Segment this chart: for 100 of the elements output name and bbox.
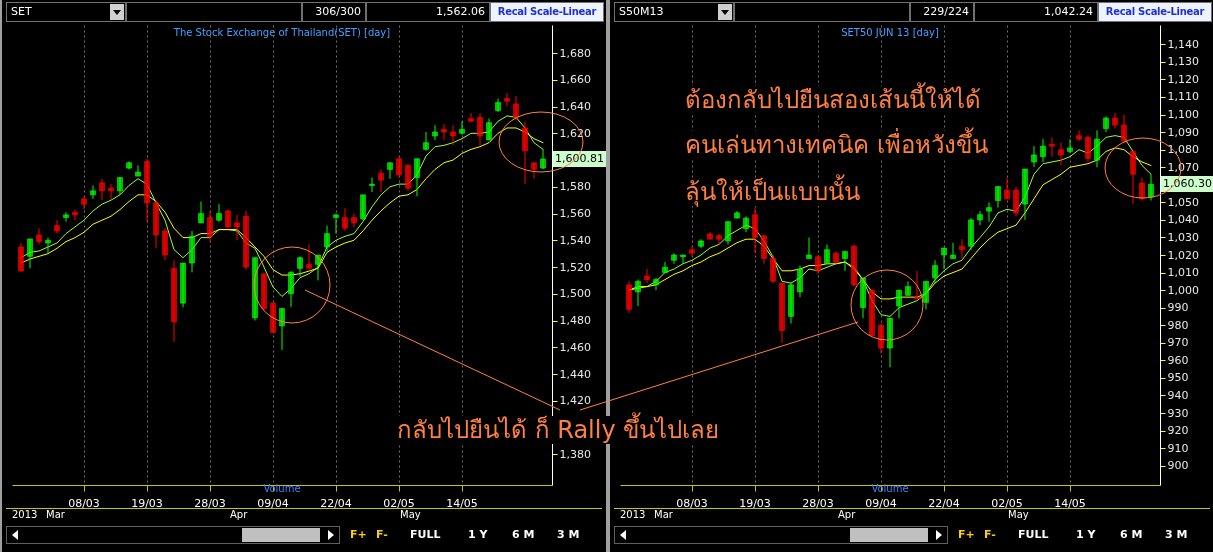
candlestick: [689, 245, 695, 258]
candlestick: [414, 158, 420, 197]
candlestick: [662, 261, 668, 274]
candlestick: [441, 123, 447, 141]
x-tick-label: 22/04: [320, 496, 352, 510]
y-tick-label: 1,010: [1167, 266, 1199, 280]
candlestick: [1049, 136, 1055, 158]
text: 6 M: [1120, 527, 1143, 543]
y-tick-label: 1,090: [1167, 125, 1199, 139]
candlestick: [513, 95, 519, 121]
candlestick: [198, 201, 204, 224]
text: 1,600.81: [553, 150, 606, 167]
y-tick-label: 1,110: [1167, 90, 1199, 104]
candlestick: [459, 120, 465, 136]
text: 1 Y: [1076, 527, 1096, 543]
candlestick: [1004, 177, 1010, 200]
y-tick-label: 1,540: [559, 233, 591, 247]
candlestick: [387, 162, 393, 180]
candlestick: [896, 289, 902, 319]
candlestick: [986, 201, 992, 223]
candlestick: [27, 238, 33, 269]
y-tick-label: 1,500: [559, 287, 591, 301]
candlestick: [725, 221, 731, 245]
text: 6 M: [512, 527, 535, 543]
candlestick: [959, 238, 965, 260]
candlestick: [90, 184, 96, 200]
candlestick: [468, 112, 474, 122]
candlestick: [923, 280, 929, 310]
candlestick: [54, 219, 60, 235]
text: F+: [958, 527, 975, 543]
candlestick: [1031, 145, 1037, 168]
candlestick: [1067, 138, 1073, 154]
text: 1,060.30: [1161, 176, 1213, 193]
candlestick: [815, 254, 821, 275]
y-tick-label: 1,380: [559, 447, 591, 461]
y-tick-label: 940: [1167, 388, 1189, 402]
x-tick-label: 02/05: [383, 496, 415, 510]
x-tick-label: 19/03: [131, 496, 163, 510]
candlestick: [36, 227, 42, 245]
candlestick: [1040, 138, 1046, 163]
text: 1,042.24: [974, 2, 1098, 22]
text: 1,562.06: [366, 2, 490, 22]
x-tick-label: 14/05: [1054, 496, 1086, 510]
x-tick-label: 09/04: [865, 496, 897, 510]
y-tick-label: 1,120: [1167, 72, 1199, 86]
text: SET: [6, 2, 126, 22]
y-tick-label: 1,030: [1167, 230, 1199, 244]
candlestick: [378, 168, 384, 193]
candlestick: [995, 186, 1001, 209]
candlestick: [653, 277, 659, 291]
candlestick: [63, 211, 69, 223]
candlestick: [1121, 114, 1127, 144]
text: F-: [376, 527, 388, 543]
candlestick: [351, 213, 357, 228]
candlestick: [1139, 177, 1145, 202]
candlestick: [108, 183, 114, 200]
x-tick-label: 09/04: [257, 496, 289, 510]
y-tick-label: 950: [1167, 371, 1189, 385]
candlestick: [1013, 186, 1019, 217]
candlestick: [486, 118, 492, 141]
candlestick: [531, 162, 537, 180]
y-tick-label: 1,000: [1167, 283, 1199, 297]
candlestick: [342, 207, 348, 232]
candlestick: [396, 156, 402, 178]
y-tick-label: 1,660: [559, 73, 591, 87]
text: Apr: [838, 509, 856, 520]
y-tick-label: 1,130: [1167, 55, 1199, 69]
candlestick: [878, 322, 884, 354]
y-tick-label: 900: [1167, 459, 1189, 473]
x-tick-label: 28/03: [194, 496, 226, 510]
text: 306/300: [302, 2, 366, 22]
candlestick: [324, 225, 330, 252]
candlestick: [72, 209, 78, 221]
y-tick-label: 1,640: [559, 100, 591, 114]
candlestick: [950, 242, 956, 260]
candlestick: [99, 178, 105, 201]
y-tick-label: 1,680: [559, 46, 591, 60]
candlestick: [1076, 129, 1082, 142]
candlestick: [1130, 150, 1136, 205]
x-tick-label: 02/05: [991, 496, 1023, 510]
candlestick: [432, 124, 438, 141]
y-tick-label: 1,020: [1167, 248, 1199, 262]
candlestick: [1094, 129, 1100, 168]
text: 3 M: [557, 527, 580, 543]
candlestick: [207, 210, 213, 243]
x-tick-label: 19/03: [739, 496, 771, 510]
candlestick: [797, 265, 803, 298]
y-tick-label: 960: [1167, 353, 1189, 367]
candlestick: [1058, 142, 1064, 166]
candlestick: [1085, 135, 1091, 163]
x-tick-label: 08/03: [68, 496, 100, 510]
y-tick-label: 910: [1167, 441, 1189, 455]
candlestick: [450, 124, 456, 146]
x-tick-label: 22/04: [928, 496, 960, 510]
y-tick-label: 1,520: [559, 260, 591, 274]
candlestick: [504, 92, 510, 108]
text: May: [400, 509, 421, 520]
text: S50M13: [614, 2, 734, 22]
text: Apr: [230, 509, 248, 520]
candlestick: [761, 235, 767, 265]
